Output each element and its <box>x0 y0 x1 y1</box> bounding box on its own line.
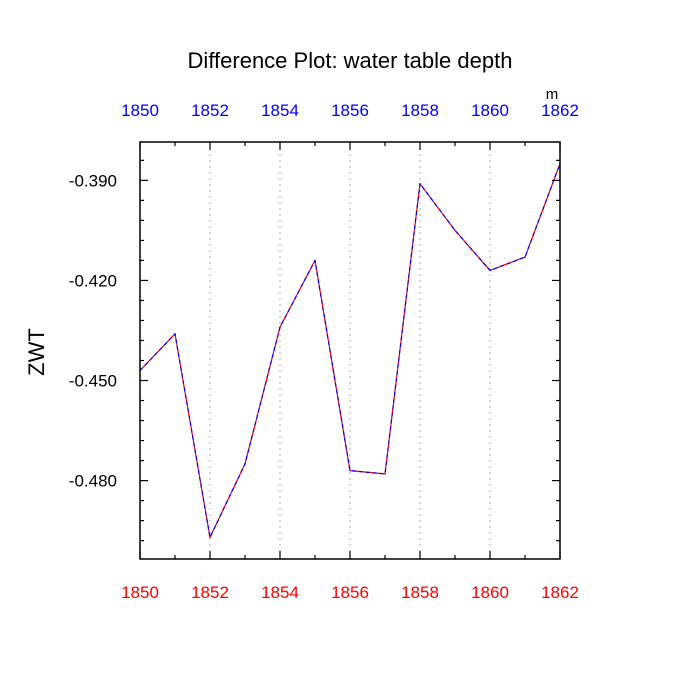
x-tick-label-bottom: 1862 <box>541 583 579 602</box>
y-tick-label: -0.390 <box>69 171 117 190</box>
x-tick-label-bottom: 1856 <box>331 583 369 602</box>
data-point <box>384 473 386 475</box>
data-point <box>174 333 176 335</box>
y-tick-label: -0.450 <box>69 372 117 391</box>
x-tick-label-bottom: 1860 <box>471 583 509 602</box>
x-tick-label-top: 1856 <box>331 101 369 120</box>
x-tick-label-top: 1862 <box>541 101 579 120</box>
y-axis-label: ZWT <box>24 328 49 376</box>
data-point <box>454 229 456 232</box>
x-tick-label-top: 1854 <box>261 101 299 120</box>
data-point <box>209 536 211 539</box>
x-tick-label-bottom: 1850 <box>121 583 159 602</box>
y-tick-label: -0.480 <box>69 472 117 491</box>
x-tick-label-top: 1852 <box>191 101 229 120</box>
data-point <box>279 326 281 328</box>
x-tick-label-bottom: 1858 <box>401 583 439 602</box>
x-tick-label-bottom: 1854 <box>261 583 299 602</box>
tick-labels: 1850 1852 1854 1856 1858 1860 1862 1850 1852 1854… <box>69 101 579 602</box>
x-tick-label-top: 1850 <box>121 101 159 120</box>
data-point <box>489 269 491 272</box>
data-point <box>244 463 246 465</box>
data-point <box>524 256 526 258</box>
units-label: m <box>546 86 559 103</box>
chart-title: Difference Plot: water table depth <box>188 48 513 73</box>
x-tick-label-top: 1858 <box>401 101 439 120</box>
data-point <box>349 469 351 472</box>
x-tick-label-top: 1860 <box>471 101 509 120</box>
data-point <box>419 182 421 185</box>
y-tick-label: -0.420 <box>69 271 117 290</box>
x-tick-label-bottom: 1852 <box>191 583 229 602</box>
plot-frame <box>139 141 561 560</box>
data-point <box>314 259 316 262</box>
